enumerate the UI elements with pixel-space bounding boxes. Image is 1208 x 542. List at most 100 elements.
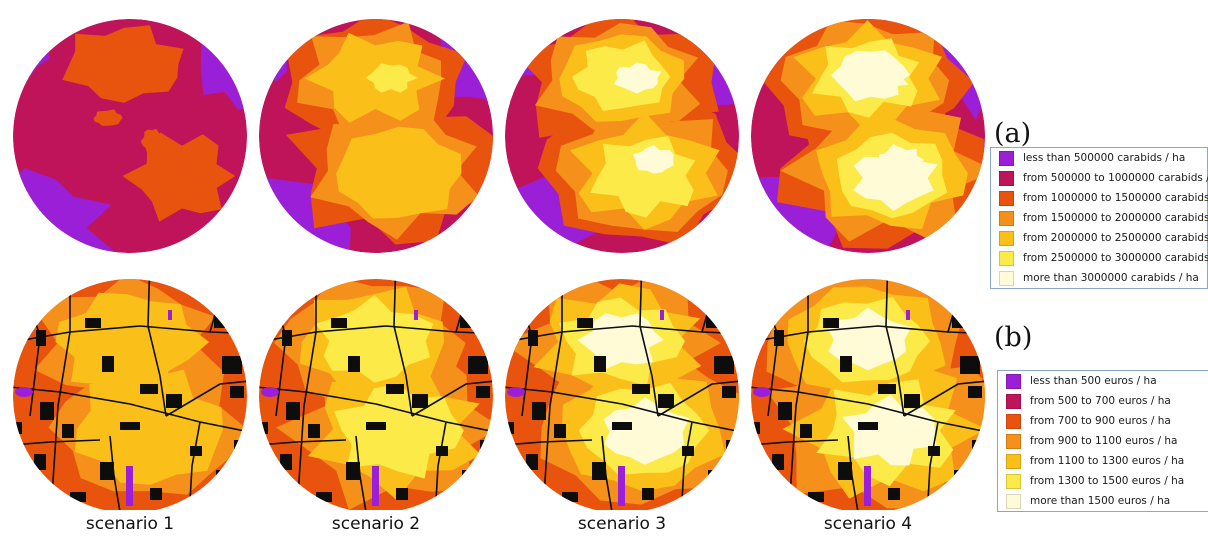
- building-block: [577, 318, 593, 328]
- building-block: [756, 308, 770, 320]
- low-income-patch: [864, 466, 871, 506]
- carabid-map-scenario-1: [13, 19, 247, 253]
- building-block: [840, 356, 852, 372]
- building-block: [928, 446, 940, 456]
- income-legend-entry: from 700 to 900 euros / ha: [998, 411, 1208, 431]
- building-block: [259, 422, 268, 434]
- building-block: [476, 386, 490, 398]
- building-block: [714, 356, 734, 374]
- low-income-patch: [126, 466, 133, 506]
- legend-label: from 700 to 900 euros / ha: [1030, 415, 1171, 427]
- low-income-patch: [753, 387, 771, 397]
- road-line: [109, 435, 125, 510]
- legend-swatch: [999, 150, 1014, 166]
- carabid-legend-entry: from 500000 to 1000000 carabids / ha: [991, 168, 1208, 188]
- legend-label: from 1300 to 1500 euros / ha: [1030, 475, 1185, 487]
- road-line: [147, 279, 167, 417]
- building-block: [526, 454, 538, 470]
- density-zone: [334, 383, 464, 479]
- low-income-patch: [372, 466, 379, 506]
- income-legend-entry: from 1300 to 1500 euros / ha: [998, 471, 1208, 491]
- building-block: [823, 318, 839, 328]
- building-block: [468, 356, 488, 374]
- road-line: [639, 279, 659, 417]
- building-block: [858, 422, 878, 430]
- income-legend-entry: from 500 to 700 euros / ha: [998, 391, 1208, 411]
- building-block: [396, 488, 408, 500]
- carabid-legend-entry: less than 500000 carabids / ha: [991, 148, 1207, 168]
- building-block: [528, 330, 538, 346]
- road-line: [187, 421, 201, 510]
- road-line: [433, 421, 447, 510]
- legend-label: more than 1500 euros / ha: [1030, 495, 1171, 507]
- building-block: [436, 446, 448, 456]
- income-map-scenario-1: [13, 279, 247, 510]
- low-income-patch: [660, 310, 664, 320]
- building-block: [904, 394, 920, 408]
- building-block: [954, 470, 966, 482]
- building-block: [234, 440, 244, 462]
- building-block: [280, 454, 292, 470]
- income-legend-entry: from 1100 to 1300 euros / ha: [998, 451, 1208, 471]
- legend-label: from 1000000 to 1500000 carabids / ha: [1023, 192, 1208, 204]
- building-block: [102, 356, 114, 372]
- building-block: [972, 440, 982, 462]
- density-zone: [827, 307, 912, 371]
- building-block: [952, 314, 970, 328]
- carabid-density-maps: [13, 19, 985, 253]
- building-block: [282, 330, 292, 346]
- density-zone: [505, 19, 542, 86]
- legend-swatch: [1006, 413, 1021, 429]
- carabid-legend-entry: from 1500000 to 2000000 carabids / ha: [991, 208, 1208, 228]
- building-block: [592, 462, 606, 480]
- density-zone: [315, 294, 434, 383]
- scenario-label: scenario 4: [823, 514, 913, 534]
- building-block: [366, 422, 386, 430]
- legend-swatch: [1006, 433, 1021, 449]
- building-block: [772, 454, 784, 470]
- building-block: [510, 308, 524, 320]
- legend-label: more than 3000000 carabids / ha: [1023, 272, 1199, 284]
- building-block: [412, 394, 428, 408]
- income-map-scenario-3: [505, 279, 739, 510]
- road-line: [679, 421, 693, 510]
- road-line: [601, 435, 617, 510]
- building-block: [18, 308, 32, 320]
- building-block: [286, 402, 300, 420]
- building-block: [386, 384, 404, 394]
- road-line: [355, 435, 371, 510]
- building-block: [706, 314, 724, 328]
- building-block: [462, 470, 474, 482]
- legend-swatch: [999, 170, 1014, 186]
- income-legend-entry: less than 500 euros / ha: [998, 371, 1208, 391]
- building-block: [34, 454, 46, 470]
- road-line: [751, 325, 985, 345]
- building-block: [348, 356, 360, 372]
- building-block: [838, 462, 852, 480]
- panel-a-label: (a): [994, 118, 1032, 149]
- legend-swatch: [999, 270, 1014, 286]
- building-block: [505, 422, 514, 434]
- building-block: [532, 402, 546, 420]
- building-block: [722, 386, 736, 398]
- road-line: [751, 385, 985, 435]
- road-line: [259, 385, 493, 435]
- density-zone: [365, 63, 418, 93]
- building-block: [960, 356, 980, 374]
- building-block: [140, 384, 158, 394]
- legend-swatch: [999, 210, 1014, 226]
- building-block: [554, 424, 566, 438]
- road-line: [885, 279, 905, 417]
- legend-label: from 2000000 to 2500000 carabids / ha: [1023, 232, 1208, 244]
- income-legend-entry: more than 1500 euros / ha: [998, 491, 1208, 511]
- density-zone: [62, 25, 184, 103]
- panel-b-label: (b): [994, 322, 1033, 353]
- building-block: [166, 394, 182, 408]
- legend-label: less than 500000 carabids / ha: [1023, 152, 1186, 164]
- income-map-scenario-2: [259, 279, 493, 510]
- road-line: [925, 421, 939, 510]
- carabid-legend-entry: from 2500000 to 3000000 carabids / ha: [991, 248, 1208, 268]
- legend-label: from 500000 to 1000000 carabids / ha: [1023, 172, 1208, 184]
- low-income-patch: [15, 387, 33, 397]
